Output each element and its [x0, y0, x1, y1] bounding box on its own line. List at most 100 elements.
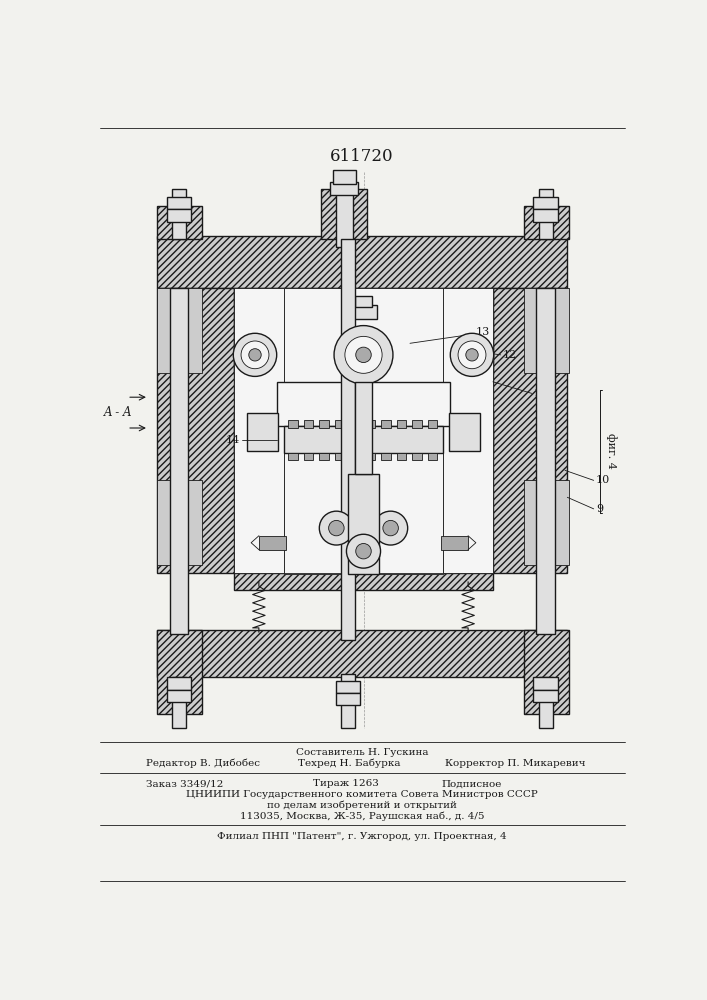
Text: ЦНИИПИ Государственного комитета Совета Министров СССР: ЦНИИПИ Государственного комитета Совета …: [186, 790, 538, 799]
Bar: [381, 420, 391, 428]
Bar: [493, 288, 567, 573]
Bar: [335, 453, 344, 460]
Bar: [366, 420, 375, 428]
Text: Заказ 3349/12: Заказ 3349/12: [146, 779, 224, 788]
Bar: [156, 206, 201, 239]
Text: 10: 10: [596, 475, 610, 485]
Bar: [330, 182, 358, 195]
Text: Тираж 1263: Тираж 1263: [313, 779, 379, 788]
Bar: [156, 630, 201, 714]
Bar: [533, 209, 558, 222]
Bar: [304, 453, 313, 460]
Text: Корректор П. Микаревич: Корректор П. Микаревич: [445, 759, 585, 768]
Circle shape: [334, 326, 393, 384]
Text: по делам изобретений и открытий: по делам изобретений и открытий: [267, 801, 457, 810]
Bar: [351, 453, 360, 460]
Text: 14: 14: [226, 435, 240, 445]
Bar: [259, 536, 286, 550]
Bar: [341, 674, 355, 728]
Bar: [428, 453, 437, 460]
Bar: [284, 288, 443, 573]
Bar: [412, 420, 421, 428]
Circle shape: [356, 544, 371, 559]
Text: Техред Н. Бабурка: Техред Н. Бабурка: [298, 759, 400, 768]
Bar: [170, 288, 188, 634]
Bar: [524, 206, 569, 239]
Bar: [156, 235, 567, 288]
Text: Составитель Н. Гускина: Составитель Н. Гускина: [296, 748, 428, 757]
Circle shape: [329, 520, 344, 536]
Bar: [537, 288, 555, 634]
Bar: [428, 420, 437, 428]
Bar: [234, 288, 493, 305]
Bar: [336, 693, 361, 705]
Text: 13: 13: [476, 327, 490, 337]
Bar: [156, 630, 567, 677]
Circle shape: [241, 341, 269, 369]
Bar: [304, 420, 313, 428]
Text: Редактор В. Дибобес: Редактор В. Дибобес: [146, 759, 260, 768]
Bar: [247, 413, 279, 451]
Bar: [524, 288, 569, 373]
Bar: [156, 288, 201, 373]
Circle shape: [450, 333, 493, 376]
Bar: [451, 312, 493, 374]
Bar: [355, 382, 372, 474]
Bar: [336, 174, 353, 247]
Circle shape: [346, 534, 380, 568]
Bar: [341, 239, 355, 640]
Bar: [441, 536, 468, 550]
Text: Филиал ПНП "Патент", г. Ужгород, ул. Проектная, 4: Филиал ПНП "Патент", г. Ужгород, ул. Про…: [217, 832, 507, 841]
Bar: [172, 189, 186, 239]
Text: 611720: 611720: [330, 148, 394, 165]
Bar: [351, 305, 377, 319]
Bar: [234, 288, 284, 573]
Bar: [167, 197, 192, 209]
Circle shape: [249, 349, 261, 361]
Bar: [321, 189, 368, 239]
Bar: [284, 474, 443, 574]
Bar: [167, 209, 192, 222]
Bar: [533, 677, 558, 690]
Circle shape: [345, 336, 382, 373]
Bar: [288, 420, 298, 428]
Text: 9: 9: [596, 504, 603, 514]
Bar: [539, 189, 553, 239]
Bar: [381, 453, 391, 460]
Text: Подписное: Подписное: [441, 779, 501, 788]
Bar: [320, 420, 329, 428]
Text: 11: 11: [534, 388, 548, 398]
Bar: [234, 312, 276, 374]
Bar: [335, 420, 344, 428]
Bar: [156, 480, 201, 565]
Bar: [351, 420, 360, 428]
Bar: [167, 690, 192, 702]
Bar: [355, 296, 372, 307]
Bar: [172, 677, 186, 728]
Bar: [397, 453, 406, 460]
Bar: [524, 480, 569, 565]
Text: 12: 12: [503, 350, 518, 360]
Bar: [449, 413, 480, 451]
Bar: [288, 453, 298, 460]
Bar: [320, 453, 329, 460]
Text: фиг. 4: фиг. 4: [606, 433, 617, 469]
Bar: [317, 312, 410, 339]
Bar: [366, 453, 375, 460]
Bar: [412, 453, 421, 460]
Text: 113035, Москва, Ж-35, Раушская наб., д. 4/5: 113035, Москва, Ж-35, Раушская наб., д. …: [240, 811, 484, 821]
Circle shape: [320, 511, 354, 545]
Circle shape: [373, 511, 408, 545]
Bar: [524, 630, 569, 714]
Bar: [397, 420, 406, 428]
Circle shape: [466, 349, 478, 361]
Bar: [276, 382, 450, 426]
Bar: [234, 573, 493, 590]
Circle shape: [233, 333, 276, 376]
Bar: [477, 413, 493, 451]
Bar: [533, 197, 558, 209]
Bar: [332, 170, 356, 184]
Bar: [443, 288, 493, 573]
Circle shape: [458, 341, 486, 369]
Circle shape: [356, 347, 371, 363]
